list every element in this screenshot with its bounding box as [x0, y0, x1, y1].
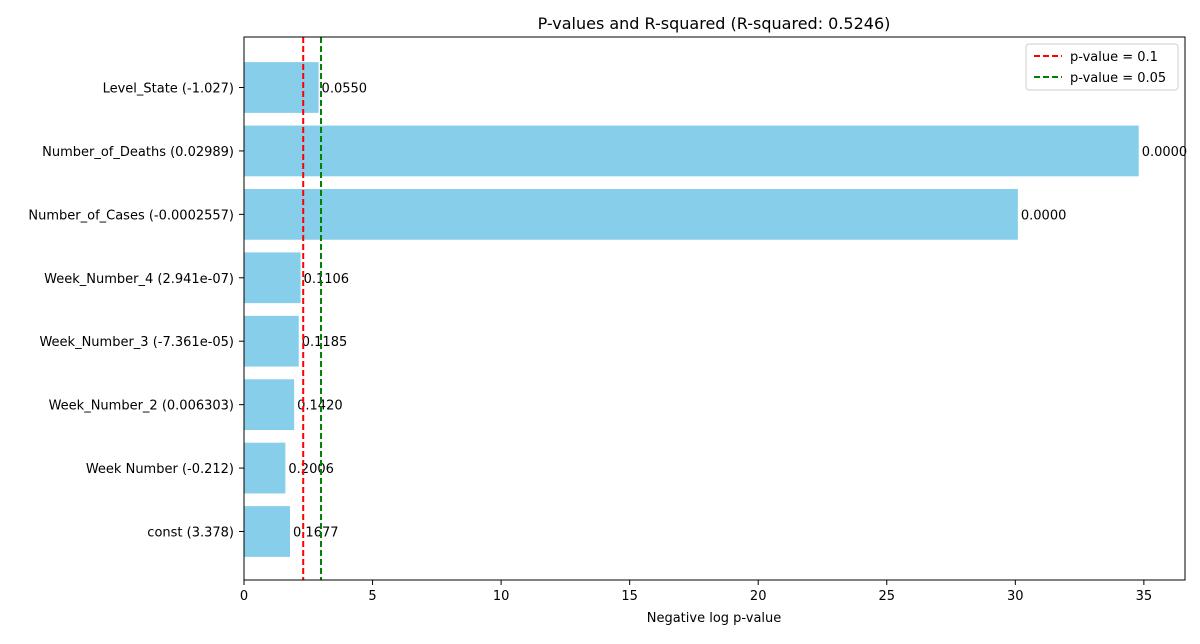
- y-tick-label: Number_of_Cases (-0.0002557): [28, 208, 234, 223]
- bar-value-label: 0.0000: [1021, 208, 1067, 223]
- y-tick-label: Week_Number_3 (-7.361e-05): [39, 335, 234, 350]
- bar-value-label: 0.1420: [297, 399, 343, 414]
- x-tick-label: 10: [493, 589, 510, 604]
- bar: [244, 315, 299, 367]
- bar-value-label: 0.0000: [1142, 145, 1188, 160]
- y-tick-label: Week_Number_4 (2.941e-07): [44, 272, 234, 287]
- y-tick-label: Week Number (-0.212): [86, 462, 234, 477]
- legend-box: [1025, 43, 1179, 91]
- x-axis-label: Negative log p-value: [647, 611, 782, 626]
- reference-lines-layer: [302, 37, 323, 580]
- bar-value-label: 0.1106: [304, 272, 350, 287]
- y-tick-label: Number_of_Deaths (0.02989): [42, 145, 234, 160]
- bar-value-label: 0.2006: [288, 462, 334, 477]
- bar: [244, 62, 319, 113]
- bar: [244, 442, 286, 494]
- legend-label: p-value = 0.1: [1070, 50, 1158, 65]
- bar: [244, 379, 295, 431]
- bar-value-label: 0.1185: [302, 335, 348, 350]
- bar: [244, 125, 1139, 177]
- y-axis: const (3.378) Week Number (-0.212) Week_Nu…: [28, 82, 244, 541]
- bars-layer: 0.1677 0.2006 0.1420 0.1185 0.1106 0.0000 0.00…: [244, 62, 1187, 557]
- bar: [244, 188, 1018, 240]
- x-tick-label: 20: [750, 589, 767, 604]
- bar: [244, 506, 291, 557]
- chart-title: P-values and R-squared (R-squared: 0.524…: [538, 14, 891, 33]
- x-axis: 0 5 10 15 20 25 30 35: [240, 580, 1152, 604]
- legend: p-value = 0.1 p-value = 0.05: [1025, 43, 1179, 91]
- y-tick-label: Week_Number_2 (0.006303): [49, 399, 234, 414]
- legend-label: p-value = 0.05: [1070, 71, 1166, 86]
- plot-frame: [243, 36, 1186, 581]
- x-tick-label: 35: [1136, 589, 1153, 604]
- x-tick-label: 30: [1007, 589, 1024, 604]
- x-tick-label: 0: [240, 589, 248, 604]
- x-tick-label: 5: [368, 589, 376, 604]
- bar-value-label: 0.1677: [293, 526, 339, 541]
- y-tick-label: const (3.378): [147, 526, 234, 541]
- bar: [244, 252, 301, 304]
- y-tick-label: Level_State (-1.027): [103, 82, 234, 97]
- bar-value-label: 0.0550: [322, 82, 368, 97]
- x-tick-label: 25: [878, 589, 895, 604]
- x-tick-label: 15: [621, 589, 638, 604]
